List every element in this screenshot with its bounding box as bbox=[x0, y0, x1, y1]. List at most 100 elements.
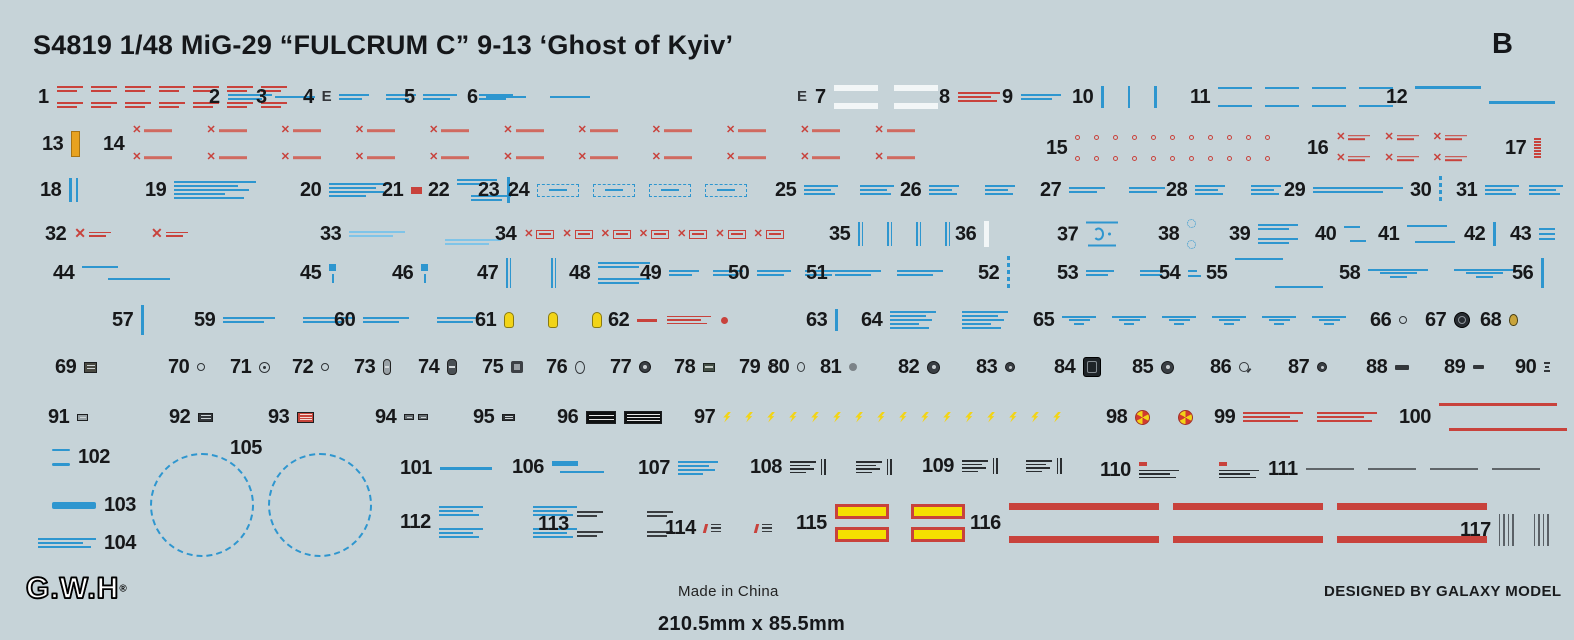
decal-number: 116 bbox=[970, 512, 1001, 534]
decal-item-90: 90 bbox=[1515, 356, 1551, 378]
decal-glyph-xgrid: ✕ ✕ ✕ ✕ ✕ ✕ bbox=[1336, 132, 1467, 163]
decal-number: 24 bbox=[508, 179, 530, 201]
decal-item-84: 84 bbox=[1054, 357, 1102, 377]
decal-item-2: 2 bbox=[209, 87, 272, 107]
decal-item-73: 73 bbox=[354, 357, 392, 377]
decal-number: 108 bbox=[750, 456, 782, 478]
decal-number: 101 bbox=[400, 457, 432, 479]
decal-glyph-plate bbox=[502, 413, 516, 421]
decal-number: 104 bbox=[104, 532, 136, 554]
decal-item-33: 33 bbox=[320, 223, 502, 245]
decal-glyph-gears bbox=[1187, 219, 1197, 249]
decal-glyph-vgroups bbox=[1498, 514, 1549, 546]
decal-number: 115 bbox=[796, 512, 827, 534]
decal-item-14: 14 ✕ ✕ ✕ ✕ ✕ ✕ ✕ ✕ ✕ ✕ ✕ ✕ ✕ ✕ ✕ ✕ ✕ ✕ ✕ ✕ ✕ ✕ bbox=[103, 125, 915, 162]
decal-item-21: 21 bbox=[382, 180, 423, 200]
decal-number: 106 bbox=[512, 456, 544, 478]
decal-item-75: 75 bbox=[482, 356, 524, 378]
decal-number: 55 bbox=[1206, 262, 1228, 284]
decal-number: 91 bbox=[48, 406, 70, 428]
decal-item-74: 74 bbox=[418, 357, 458, 377]
decal-number: 114 bbox=[665, 517, 696, 539]
decal-number: 90 bbox=[1515, 356, 1537, 378]
decal-glyph-vtext bbox=[1534, 138, 1542, 158]
decal-number: 11 bbox=[1190, 86, 1211, 108]
decal-glyph-seats bbox=[504, 312, 603, 328]
decal-item-52: 52 bbox=[978, 256, 1010, 290]
decal-glyph-trirow bbox=[1368, 268, 1515, 278]
decal-number: 68 bbox=[1480, 309, 1502, 331]
decal-glyph-hlines bbox=[1539, 228, 1556, 240]
decal-glyph-tgroup bbox=[804, 185, 895, 195]
decal-number: 86 bbox=[1210, 356, 1232, 378]
decal-glyph-xgrid: ✕ ✕ ✕ ✕ ✕ ✕ ✕ ✕ ✕ ✕ ✕ ✕ ✕ ✕ ✕ ✕ ✕ ✕ ✕ ✕ ✕ ✕ bbox=[132, 125, 915, 162]
decal-glyph-icon bbox=[797, 362, 806, 372]
decal-number: 83 bbox=[976, 356, 998, 378]
decal-item-22: 22 bbox=[428, 179, 512, 201]
decal-item-5: 5 bbox=[404, 87, 513, 107]
decal-item-26: 26 bbox=[900, 180, 1016, 200]
decal-item-40: 40 bbox=[1315, 224, 1367, 244]
decal-number: 13 bbox=[42, 133, 64, 155]
decal-number: 96 bbox=[557, 406, 579, 428]
decal-glyph-etext: E bbox=[322, 90, 416, 104]
decal-item-77: 77 bbox=[610, 357, 652, 377]
decal-number: 28 bbox=[1166, 179, 1188, 201]
decal-glyph-trirow bbox=[1062, 315, 1347, 325]
decal-glyph-icon bbox=[1005, 362, 1016, 372]
decal-number: 92 bbox=[169, 406, 191, 428]
decal-number: 80 bbox=[768, 356, 790, 378]
decal-item-110: 110 bbox=[1100, 460, 1259, 480]
decal-number: 42 bbox=[1464, 223, 1486, 245]
decal-item-39: 39 bbox=[1229, 224, 1299, 244]
registered-trademark-icon: ® bbox=[119, 583, 127, 595]
decal-glyph-tgroup bbox=[227, 94, 272, 100]
decal-number: 53 bbox=[1057, 262, 1079, 284]
decal-number: 87 bbox=[1288, 356, 1310, 378]
decal-glyph-tgroup bbox=[1313, 187, 1404, 193]
decal-number: 72 bbox=[292, 356, 314, 378]
decal-glyph-red62 bbox=[637, 315, 729, 325]
decal-number: 9 bbox=[1002, 86, 1013, 108]
decal-number: 70 bbox=[168, 356, 190, 378]
decal-glyph-tgrid bbox=[1218, 87, 1394, 107]
decal-item-116: 116 bbox=[970, 503, 1487, 543]
decal-number: 67 bbox=[1425, 309, 1447, 331]
decal-item-76: 76 bbox=[546, 357, 586, 377]
decal-number: 82 bbox=[898, 356, 920, 378]
decal-item-25: 25 bbox=[775, 180, 895, 200]
decal-number: 50 bbox=[728, 262, 750, 284]
decal-item-41: 41 bbox=[1378, 223, 1456, 245]
decal-number: 37 bbox=[1057, 223, 1079, 245]
decal-item-9: 9 bbox=[1002, 87, 1061, 107]
decal-number: 56 bbox=[1512, 262, 1534, 284]
decal-glyph-hpair bbox=[551, 461, 604, 473]
decal-item-8: 8 bbox=[939, 87, 1000, 107]
decal-number: 75 bbox=[482, 356, 504, 378]
decal-item-102: 102 bbox=[52, 447, 110, 467]
decal-number: 47 bbox=[477, 262, 499, 284]
decal-number: 61 bbox=[475, 309, 497, 331]
decal-glyph-rect bbox=[52, 501, 96, 509]
decal-item-101: 101 bbox=[400, 458, 492, 478]
decal-glyph-tgroup bbox=[757, 270, 840, 276]
decal-item-104: 104 bbox=[38, 533, 136, 553]
decal-glyph-tgroup bbox=[1243, 412, 1378, 422]
decal-number: 93 bbox=[268, 406, 290, 428]
decal-item-115: 115 bbox=[796, 504, 965, 542]
decal-number: 41 bbox=[1378, 223, 1400, 245]
decal-glyph-vlines bbox=[1541, 258, 1544, 288]
decal-item-64: 64 bbox=[861, 310, 1009, 330]
decal-item-61: 61 bbox=[475, 309, 603, 331]
decal-glyph-dotgrid bbox=[1075, 135, 1271, 161]
decal-number: 49 bbox=[640, 262, 662, 284]
decal-glyph-vlines bbox=[835, 309, 838, 331]
decal-number: 32 bbox=[45, 223, 67, 245]
decal-number: 8 bbox=[939, 86, 950, 108]
decal-number: 1 bbox=[38, 86, 49, 108]
decal-glyph-icon bbox=[1454, 312, 1471, 328]
decal-glyph-tgrid bbox=[576, 511, 673, 537]
decal-number: 107 bbox=[638, 457, 670, 479]
decal-glyph-sqmark bbox=[329, 263, 337, 283]
decal-number: 98 bbox=[1106, 406, 1128, 428]
